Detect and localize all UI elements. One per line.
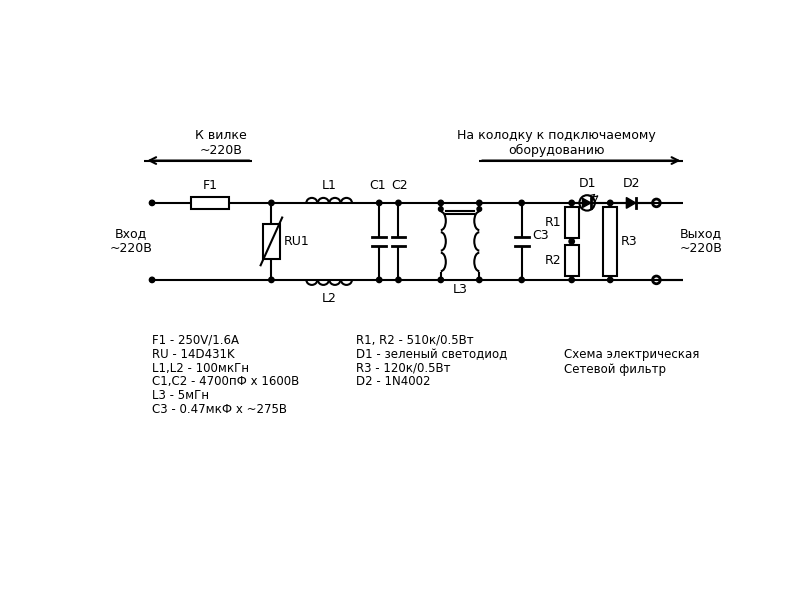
Text: L3: L3 <box>453 283 467 296</box>
FancyBboxPatch shape <box>603 207 617 276</box>
Text: На колодку к подключаемому
оборудованию: На колодку к подключаемому оборудованию <box>457 130 656 157</box>
Text: R1: R1 <box>544 215 561 229</box>
Circle shape <box>607 200 613 206</box>
Circle shape <box>377 277 382 283</box>
Circle shape <box>519 277 524 283</box>
Circle shape <box>569 200 574 206</box>
Circle shape <box>377 200 382 206</box>
Circle shape <box>269 277 274 283</box>
Text: D2 - 1N4002: D2 - 1N4002 <box>356 376 430 388</box>
Circle shape <box>477 200 482 206</box>
Text: Схема электрическая
Сетевой фильтр: Схема электрическая Сетевой фильтр <box>564 347 699 376</box>
Circle shape <box>150 200 154 206</box>
Text: RU1: RU1 <box>284 235 310 248</box>
Circle shape <box>477 207 482 211</box>
Circle shape <box>269 200 274 206</box>
Text: R1, R2 - 510к/0.5Вт: R1, R2 - 510к/0.5Вт <box>356 334 474 347</box>
Circle shape <box>396 200 401 206</box>
Circle shape <box>477 277 482 283</box>
Polygon shape <box>626 197 636 208</box>
Text: L3 - 5мГн: L3 - 5мГн <box>152 389 209 402</box>
Text: Вход
~220В: Вход ~220В <box>110 227 153 256</box>
Text: L2: L2 <box>322 292 337 305</box>
FancyBboxPatch shape <box>565 245 578 276</box>
Text: RU - 14D431K: RU - 14D431K <box>152 347 234 361</box>
Text: R2: R2 <box>544 254 561 267</box>
Text: F1: F1 <box>202 179 218 192</box>
Text: F1 - 250V/1.6A: F1 - 250V/1.6A <box>152 334 239 347</box>
Text: C2: C2 <box>392 179 408 192</box>
Circle shape <box>569 277 574 283</box>
Polygon shape <box>582 198 591 208</box>
Text: L1,L2 - 100мкГн: L1,L2 - 100мкГн <box>152 362 249 374</box>
Text: C3: C3 <box>533 229 549 242</box>
Circle shape <box>438 200 443 206</box>
FancyBboxPatch shape <box>190 197 229 209</box>
Text: C1: C1 <box>370 179 386 192</box>
Text: L1: L1 <box>322 179 337 192</box>
Circle shape <box>519 200 524 206</box>
Text: D2: D2 <box>623 177 641 190</box>
Text: Выход
~220В: Выход ~220В <box>680 227 722 256</box>
Text: С3 - 0.47мкФ х ~275В: С3 - 0.47мкФ х ~275В <box>152 403 287 416</box>
Circle shape <box>438 207 443 211</box>
Text: R3 - 120к/0.5Вт: R3 - 120к/0.5Вт <box>356 362 450 374</box>
Circle shape <box>438 277 443 283</box>
Text: R3: R3 <box>621 235 638 248</box>
Text: D1: D1 <box>578 177 596 190</box>
Circle shape <box>396 277 401 283</box>
Text: С1,С2 - 4700пФ х 1600В: С1,С2 - 4700пФ х 1600В <box>152 376 299 388</box>
Text: D1 - зеленый светодиод: D1 - зеленый светодиод <box>356 347 507 361</box>
Text: К вилке
~220В: К вилке ~220В <box>195 130 247 157</box>
Circle shape <box>150 277 154 283</box>
Circle shape <box>569 239 574 244</box>
FancyBboxPatch shape <box>263 224 280 259</box>
Circle shape <box>607 277 613 283</box>
FancyBboxPatch shape <box>565 207 578 238</box>
